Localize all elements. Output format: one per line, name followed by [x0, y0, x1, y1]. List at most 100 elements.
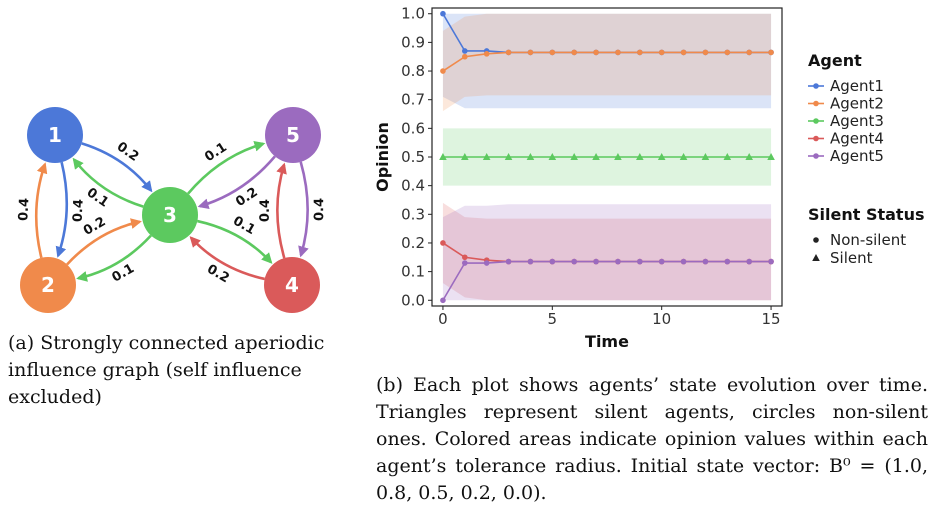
- point-Agent5: [658, 258, 665, 265]
- point-Agent2: [702, 49, 709, 56]
- y-tick-label: 0.5: [401, 148, 425, 166]
- point-Agent5: [615, 258, 621, 265]
- edge-weight-1-2: 0.4: [71, 199, 87, 223]
- point-Agent5: [746, 258, 752, 265]
- x-tick-label: 0: [438, 310, 448, 328]
- x-tick-label: 5: [548, 310, 558, 328]
- point-Agent3: [679, 153, 688, 160]
- point-Agent2: [680, 49, 687, 56]
- node-label-5: 5: [286, 123, 300, 147]
- point-Agent5: [593, 258, 599, 265]
- x-tick-label: 10: [652, 310, 671, 328]
- edge-2-1: [34, 162, 48, 259]
- edge-5-4: [298, 161, 309, 258]
- band-Agent1: [442, 13, 772, 109]
- point-Agent1: [440, 10, 446, 17]
- legend-marker-Agent1: [813, 83, 819, 89]
- influence-graph: 0.40.40.20.10.20.10.10.20.10.20.40.4 123…: [16, 107, 327, 313]
- edge-2-3: [66, 218, 142, 266]
- y-tick-label: 1.0: [401, 5, 425, 23]
- node-1: [27, 107, 83, 163]
- legend-silent-marker: [812, 254, 820, 261]
- line-Agent5: [442, 260, 772, 301]
- tolerance-bands: [442, 13, 772, 301]
- legend-status-title: Silent Status: [808, 205, 924, 224]
- point-Agent2: [593, 49, 599, 56]
- point-Agent3: [701, 153, 710, 160]
- node-5: [265, 107, 321, 163]
- point-Agent4: [462, 254, 468, 261]
- point-Agent3: [767, 153, 775, 160]
- point-Agent5: [768, 258, 774, 265]
- point-Agent3: [636, 153, 644, 160]
- point-Agent3: [461, 153, 469, 160]
- node-4: [264, 257, 320, 313]
- graph-edges: [34, 140, 309, 282]
- point-Agent5: [505, 258, 512, 265]
- band-Agent2: [442, 13, 772, 112]
- y-tick-label: 0.1: [401, 263, 425, 281]
- point-Agent2: [462, 53, 468, 60]
- point-Agent2: [549, 49, 556, 56]
- legend-status-label-1: Silent: [830, 249, 873, 267]
- y-tick-label: 0.0: [401, 291, 425, 309]
- y-tick-label: 0.7: [401, 91, 425, 109]
- edge-1-3: [81, 142, 153, 193]
- edge-4-5: [276, 162, 287, 259]
- legend-marker-Agent2: [813, 100, 819, 107]
- point-Agent3: [482, 153, 491, 160]
- legend-nonsilent-marker: [813, 237, 819, 243]
- point-Agent3: [526, 153, 535, 160]
- point-Agent2: [483, 51, 490, 57]
- point-Agent5: [724, 258, 731, 265]
- point-Agent5: [440, 297, 446, 304]
- point-Agent3: [657, 153, 666, 160]
- point-Agent3: [592, 153, 600, 160]
- opinion-chart: 0.0 0.1 0.2 0.3 0.4 0.5 0.6 0.7 0.8 0.9 1.0 0 5 10 15 T…: [373, 5, 924, 351]
- point-Agent2: [615, 49, 621, 56]
- legend-label-Agent3: Agent3: [830, 112, 884, 130]
- edge-weight-2-1: 0.4: [16, 198, 32, 222]
- point-Agent3: [745, 153, 753, 160]
- legend-marker-Agent5: [813, 153, 819, 159]
- legend-label-Agent1: Agent1: [830, 77, 884, 95]
- point-Agent2: [768, 49, 774, 56]
- node-label-3: 3: [163, 203, 177, 227]
- edge-weight-5-4: 0.4: [312, 198, 327, 221]
- y-tick-label: 0.6: [401, 119, 425, 137]
- series-points: [439, 10, 775, 304]
- point-Agent3: [548, 153, 557, 160]
- graph-nodes: 1 2 3 4 5: [20, 107, 321, 313]
- point-Agent3: [570, 153, 578, 160]
- edge-4-3: [189, 236, 265, 281]
- point-Agent5: [462, 260, 468, 266]
- point-Agent2: [571, 49, 577, 56]
- point-Agent5: [637, 258, 643, 265]
- legend-label-Agent2: Agent2: [830, 95, 884, 113]
- point-Agent5: [549, 258, 556, 265]
- node-2: [20, 257, 76, 313]
- y-tick-label: 0.2: [401, 234, 425, 252]
- line-Agent2: [442, 51, 772, 72]
- node-label-4: 4: [285, 273, 299, 297]
- point-Agent4: [440, 240, 446, 246]
- point-Agent5: [527, 258, 534, 265]
- legend-marker-Agent4: [813, 135, 819, 142]
- point-Agent3: [614, 153, 622, 160]
- y-axis-label: Opinion: [373, 122, 392, 192]
- edge-1-2: [55, 161, 69, 258]
- edge-3-2: [76, 234, 152, 282]
- x-axis-label: Time: [585, 332, 629, 351]
- caption-a: (a) Strongly connected aperiodic influen…: [8, 332, 325, 408]
- edge-5-3: [197, 155, 276, 210]
- y-tick-label: 0.8: [401, 62, 425, 80]
- point-Agent5: [571, 258, 577, 265]
- point-Agent5: [483, 260, 490, 266]
- legend-label-Agent4: Agent4: [830, 130, 884, 148]
- edge-3-5: [187, 140, 266, 195]
- band-Agent5: [442, 204, 772, 301]
- legend-marker-Agent3: [813, 118, 819, 124]
- legend-agent-title: Agent: [808, 51, 862, 70]
- point-Agent2: [637, 49, 643, 56]
- edge-3-1: [72, 157, 144, 208]
